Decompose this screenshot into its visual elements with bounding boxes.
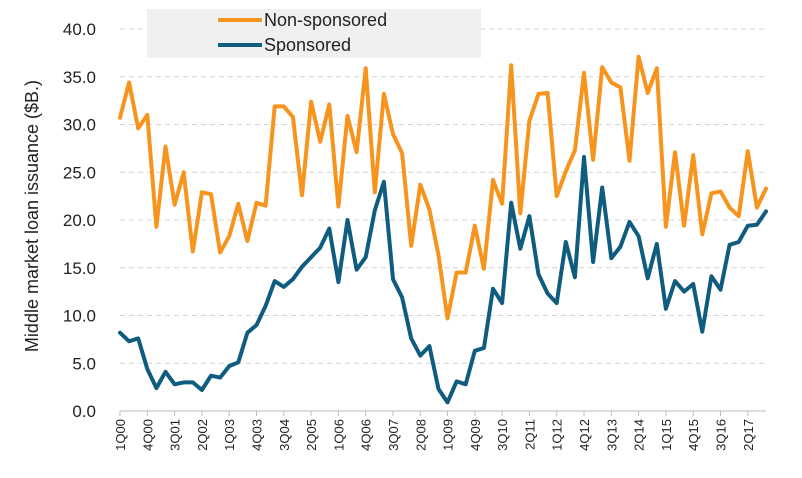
y-tick-label: 35.0 bbox=[63, 68, 96, 87]
series-line-non-sponsored bbox=[118, 54, 768, 321]
x-tick-label: 1Q12 bbox=[550, 419, 565, 451]
x-tick-label: 4Q15 bbox=[686, 419, 701, 451]
x-tick-label: 1Q15 bbox=[659, 419, 674, 451]
y-tick-label: 15.0 bbox=[63, 259, 96, 278]
x-tick-label: 2Q08 bbox=[413, 419, 428, 451]
x-tick-label: 1Q06 bbox=[331, 419, 346, 451]
x-tick-label: 3Q04 bbox=[277, 419, 292, 451]
y-tick-label: 25.0 bbox=[63, 163, 96, 182]
x-tick-label: 4Q12 bbox=[577, 419, 592, 451]
y-axis-ticks: 0.0 5.0 10.0 15.0 20.0 25.0 30.0 35.0 40.0 bbox=[63, 20, 96, 421]
x-tick-label: 2Q05 bbox=[304, 419, 319, 451]
x-tick-label: 2Q11 bbox=[522, 419, 537, 450]
x-tick-label: 2Q17 bbox=[741, 419, 756, 451]
legend-label-non-sponsored: Non-sponsored bbox=[264, 10, 387, 30]
x-tick-label: 3Q13 bbox=[604, 419, 619, 451]
y-tick-label: 5.0 bbox=[72, 354, 96, 373]
x-tick-label: 4Q00 bbox=[140, 419, 155, 451]
x-tick-label: 4Q03 bbox=[249, 419, 264, 451]
x-tick-label: 1Q00 bbox=[113, 419, 128, 451]
x-tick-label: 4Q09 bbox=[468, 419, 483, 451]
x-tick-label: 1Q03 bbox=[222, 419, 237, 451]
series-lines bbox=[118, 54, 768, 405]
x-tick-label: 3Q10 bbox=[495, 419, 510, 451]
legend: Non-sponsored Sponsored bbox=[147, 9, 481, 58]
x-tick-label: 2Q02 bbox=[195, 419, 210, 451]
y-tick-label: 40.0 bbox=[63, 20, 96, 39]
x-tick-label: 3Q16 bbox=[714, 419, 729, 451]
x-axis-ticks: 1Q00 4Q00 3Q01 2Q02 1Q03 4Q03 3Q04 2Q05 1Q06 4Q06… bbox=[113, 411, 756, 451]
x-tick-label: 4Q06 bbox=[359, 419, 374, 451]
y-tick-label: 30.0 bbox=[63, 116, 96, 135]
y-tick-label: 20.0 bbox=[63, 211, 96, 230]
x-tick-label: 1Q09 bbox=[441, 419, 456, 451]
legend-label-sponsored: Sponsored bbox=[264, 35, 351, 55]
y-tick-label: 10.0 bbox=[63, 307, 96, 326]
y-axis-label: Middle market loan issuance ($B.) bbox=[22, 80, 42, 352]
legend-background bbox=[147, 9, 481, 58]
x-tick-label: 3Q01 bbox=[168, 419, 183, 451]
x-tick-label: 3Q07 bbox=[386, 419, 401, 451]
y-tick-label: 0.0 bbox=[72, 402, 96, 421]
x-tick-label: 2Q14 bbox=[632, 419, 647, 451]
series-line-sponsored bbox=[118, 155, 768, 405]
